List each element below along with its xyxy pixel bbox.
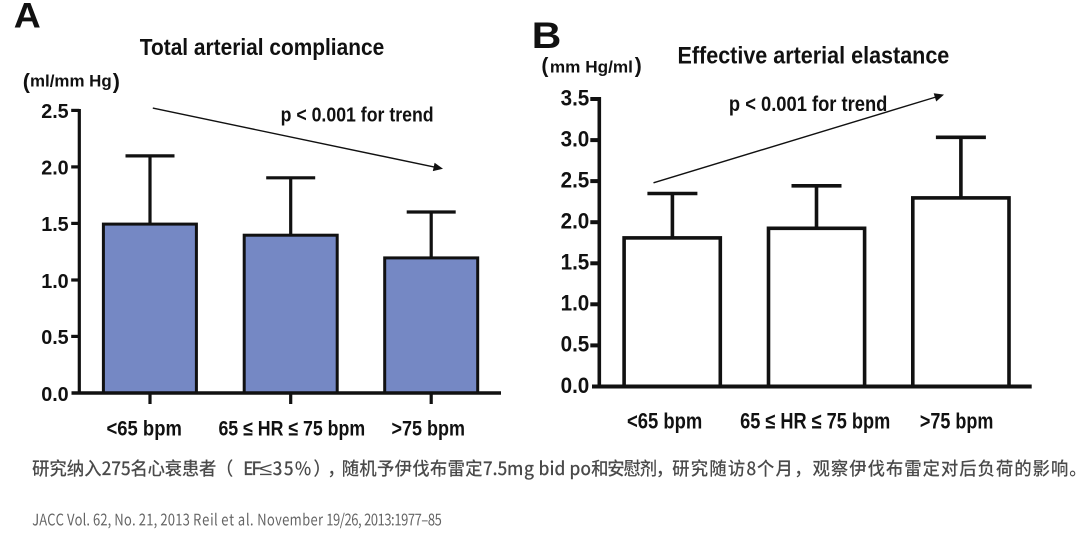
svg-text:p < 0.001 for trend: p < 0.001 for trend xyxy=(729,92,888,116)
svg-text:3.0: 3.0 xyxy=(561,126,590,151)
svg-text:0.0: 0.0 xyxy=(561,373,590,398)
svg-text:2.5: 2.5 xyxy=(561,167,590,192)
svg-text:1.5: 1.5 xyxy=(561,250,590,275)
svg-text:ml/mm Hg: ml/mm Hg xyxy=(30,72,112,91)
svg-text:>75 bpm: >75 bpm xyxy=(392,418,466,441)
svg-text:65 ≤ HR ≤ 75 bpm: 65 ≤ HR ≤ 75 bpm xyxy=(218,418,365,441)
svg-text:): ) xyxy=(635,55,642,78)
svg-text:B: B xyxy=(532,15,562,57)
svg-text:2.0: 2.0 xyxy=(561,209,590,234)
svg-text:2.5: 2.5 xyxy=(41,100,69,123)
svg-text:0.0: 0.0 xyxy=(41,383,69,406)
svg-text:65 ≤ HR ≤ 75 bpm: 65 ≤ HR ≤ 75 bpm xyxy=(740,409,890,434)
svg-text:mm Hg/ml: mm Hg/ml xyxy=(550,58,633,77)
svg-text:Effective arterial elastance: Effective arterial elastance xyxy=(678,43,950,70)
svg-text:(: ( xyxy=(23,69,31,93)
svg-text:Total arterial compliance: Total arterial compliance xyxy=(140,34,384,60)
svg-text:(: ( xyxy=(541,55,548,78)
svg-text:<65 bpm: <65 bpm xyxy=(627,409,702,434)
svg-text:): ) xyxy=(113,69,120,93)
svg-text:p < 0.001 for trend: p < 0.001 for trend xyxy=(281,105,434,127)
svg-text:1.0: 1.0 xyxy=(41,270,69,293)
svg-text:2.0: 2.0 xyxy=(41,157,69,180)
svg-text:<65 bpm: <65 bpm xyxy=(107,418,182,441)
svg-text:A: A xyxy=(14,0,41,35)
svg-text:1.5: 1.5 xyxy=(41,213,69,236)
svg-text:0.5: 0.5 xyxy=(561,332,590,357)
svg-text:>75 bpm: >75 bpm xyxy=(920,409,994,434)
svg-text:3.5: 3.5 xyxy=(561,85,590,110)
svg-text:1.0: 1.0 xyxy=(561,291,590,316)
svg-text:0.5: 0.5 xyxy=(41,326,69,349)
